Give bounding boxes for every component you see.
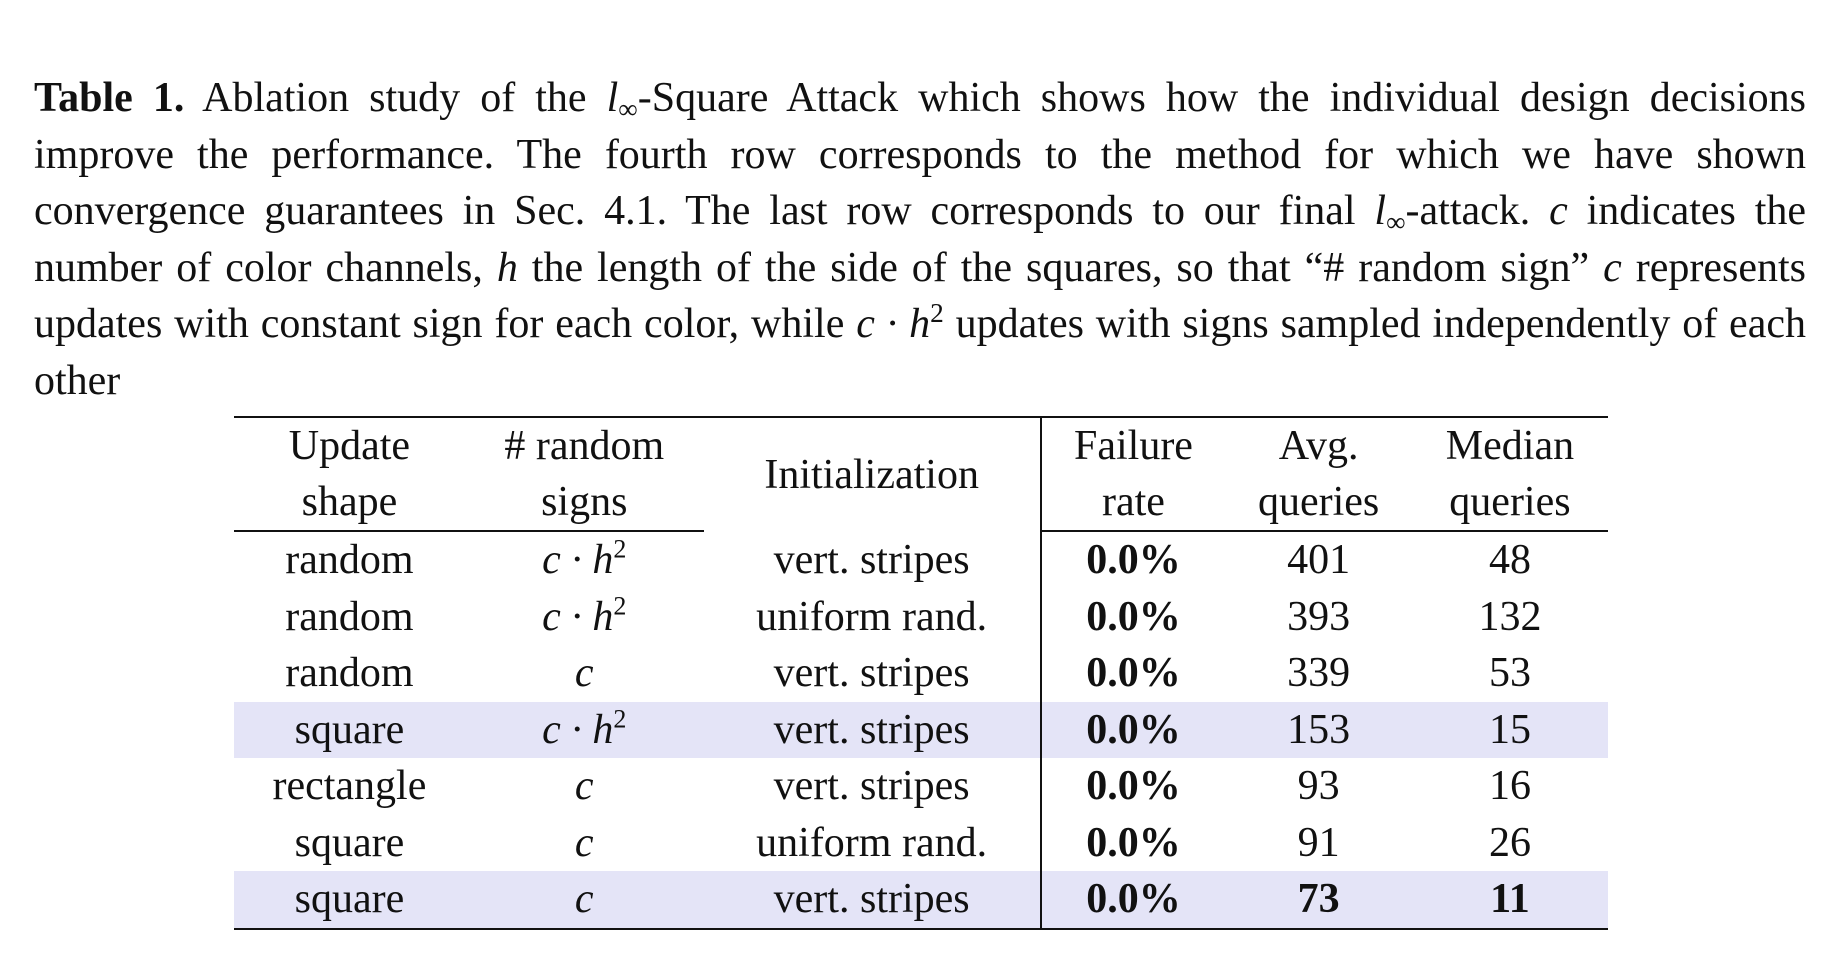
cell-update-shape: square (294, 819, 405, 866)
cell-failure-rate: 0.0% (1086, 537, 1181, 583)
cell-failure-rate: 0.0% (1086, 763, 1181, 809)
table-body: random c · h2 vert. stripes 0.0% 401 48 random… (234, 531, 1608, 930)
cell-avg-queries: 73 (1225, 871, 1412, 930)
cell-median-queries: 15 (1411, 701, 1608, 758)
cell-median-queries: 53 (1488, 650, 1531, 696)
ablation-table: Update # random Initialization Failure A… (234, 416, 1608, 930)
header-median-queries-2: queries (1411, 474, 1608, 532)
table-row: square c · h2 vert. stripes 0.0% 153 15 (234, 701, 1608, 758)
header-random-signs-2: signs (464, 474, 704, 532)
cell-initialization: vert. stripes (703, 758, 1042, 815)
cell-median-queries: 11 (1411, 871, 1608, 930)
cell-initialization: vert. stripes (703, 645, 1042, 702)
cell-median-queries: 132 (1478, 593, 1542, 640)
cell-avg-queries: 401 (1287, 537, 1351, 583)
table-row: square c uniform rand. 0.0% 91 26 (234, 814, 1608, 871)
cell-random-signs: c (574, 819, 594, 866)
cell-update-shape: random (285, 593, 414, 640)
cell-failure-rate: 0.0% (1086, 593, 1181, 640)
table-caption: Table 1. Ablation study of the l∞-Square… (34, 75, 1807, 404)
cell-median-queries: 16 (1488, 763, 1531, 809)
header-update-shape: Update (234, 416, 465, 474)
table-header-row-2: shape signs rate queries queries (234, 474, 1608, 532)
cell-update-shape: random (285, 537, 414, 583)
table-row: rectangle c vert. stripes 0.0% 93 16 (234, 758, 1608, 815)
header-initialization: Initialization (703, 416, 1042, 531)
cell-failure-rate: 0.0% (1086, 650, 1181, 696)
table-row: square c vert. stripes 0.0% 73 11 (234, 871, 1608, 930)
cell-update-shape: rectangle (272, 763, 427, 809)
cell-random-signs: c (574, 763, 594, 809)
cell-random-signs: c · h2 (542, 534, 627, 583)
cell-median-queries: 26 (1488, 819, 1531, 866)
cell-random-signs: c (464, 871, 704, 930)
table-row: random c · h2 uniform rand. 0.0% 393 132 (234, 588, 1608, 645)
cell-avg-queries: 153 (1225, 701, 1412, 758)
header-median-queries: Median (1411, 416, 1608, 474)
table-header-row: Update # random Initialization Failure A… (234, 416, 1608, 531)
caption-label: Table 1. (34, 75, 185, 121)
cell-avg-queries: 93 (1297, 763, 1340, 809)
cell-random-signs: c · h2 (542, 590, 627, 640)
cell-failure-rate: 0.0% (1040, 701, 1226, 758)
table-row: random c vert. stripes 0.0% 339 53 (234, 645, 1608, 702)
cell-median-queries: 48 (1488, 537, 1531, 583)
header-failure-rate-2: rate (1040, 474, 1226, 532)
cell-initialization: vert. stripes (703, 701, 1042, 758)
cell-update-shape: square (234, 701, 465, 758)
header-random-signs: # random (464, 416, 704, 474)
cell-initialization: uniform rand. (703, 814, 1042, 871)
cell-avg-queries: 91 (1297, 819, 1340, 866)
header-failure-rate: Failure (1040, 416, 1226, 474)
cell-avg-queries: 339 (1287, 650, 1351, 696)
cell-avg-queries: 393 (1287, 593, 1351, 640)
cell-update-shape: random (285, 650, 414, 696)
header-avg-queries: Avg. (1225, 416, 1412, 474)
cell-random-signs: c (574, 650, 594, 696)
cell-failure-rate: 0.0% (1040, 871, 1226, 930)
cell-update-shape: square (234, 871, 465, 930)
cell-random-signs: c · h2 (464, 701, 704, 758)
header-avg-queries-2: queries (1225, 474, 1412, 532)
cell-initialization: vert. stripes (703, 531, 1042, 589)
cell-failure-rate: 0.0% (1086, 819, 1181, 866)
table-row: random c · h2 vert. stripes 0.0% 401 48 (234, 531, 1608, 589)
cell-initialization: uniform rand. (703, 588, 1042, 645)
cell-initialization: vert. stripes (703, 871, 1042, 930)
header-update-shape-2: shape (234, 474, 465, 532)
